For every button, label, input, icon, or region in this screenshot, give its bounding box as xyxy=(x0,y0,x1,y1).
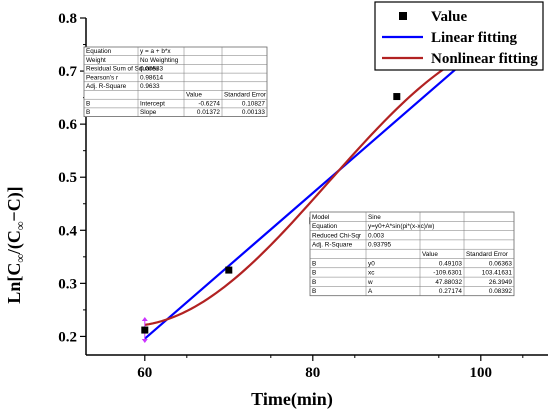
legend-item: Nonlinear fitting xyxy=(382,51,538,67)
table-cell-text: A xyxy=(368,288,373,295)
table-cell-text: -0.6274 xyxy=(198,100,220,107)
table-cell-text: Equation xyxy=(312,223,338,230)
legend: Value Linear fitting Nonlinear fitting xyxy=(374,1,544,71)
data-point xyxy=(141,326,149,334)
table-cell-text: 0.06363 xyxy=(489,260,513,267)
data-point xyxy=(225,266,233,274)
table-cell-text: 0.00533 xyxy=(140,66,164,73)
table-cell-text: Equation xyxy=(86,48,112,55)
legend-label: Nonlinear fitting xyxy=(431,51,538,67)
table-cell-text: Standard Error xyxy=(224,92,267,99)
table-cell-text: Model xyxy=(312,214,329,221)
y-tick-label: 0.8 xyxy=(58,11,77,27)
linear-fit-line xyxy=(144,46,482,340)
legend-marker xyxy=(399,12,407,20)
table-cell-text: Pearson's r xyxy=(86,74,119,81)
table-cell-text: Value xyxy=(186,92,202,99)
table-cell-text: 0.01372 xyxy=(197,109,221,116)
y-axis-title: Ln[C∞/(C∞−C)] xyxy=(4,186,27,303)
table-cell-text: B xyxy=(86,100,90,107)
table-cell-text: 0.9633 xyxy=(140,83,160,90)
table-cell-text: B xyxy=(86,109,90,116)
table-frame xyxy=(309,211,515,297)
legend-label: Linear fitting xyxy=(431,30,517,46)
y-tick-label: 0.4 xyxy=(58,223,77,239)
table-cell-text: 0.27174 xyxy=(439,288,463,295)
table-cell-text: 0.10827 xyxy=(242,100,266,107)
table-cell-text: Intercept xyxy=(140,100,165,107)
table-cell-text: B xyxy=(312,288,316,295)
y-tick-label: 0.6 xyxy=(58,117,77,133)
table-cell-text: -109.6301 xyxy=(433,270,462,277)
x-tick-label: 80 xyxy=(305,365,320,381)
table-cell-text: w xyxy=(367,279,373,286)
x-tick-label: 100 xyxy=(470,365,493,381)
table-cell-text: 103.41631 xyxy=(482,270,513,277)
table-cell-text: Adj. R-Square xyxy=(312,242,353,249)
nonlinear-fit-curve xyxy=(144,47,482,326)
y-tick-label: 0.5 xyxy=(58,170,77,186)
y-tick-label: 0.2 xyxy=(58,329,77,345)
table-cell-text: 47.88032 xyxy=(435,279,462,286)
table-cell-text: y0 xyxy=(368,260,375,267)
table-cell-text: Standard Error xyxy=(466,251,509,258)
table-cell-text: 0.49103 xyxy=(439,260,463,267)
table-cell-text: No Weighting xyxy=(140,57,179,64)
table-cell-text: 0.98614 xyxy=(140,74,164,81)
table-cell-text: B xyxy=(312,270,316,277)
fit-tables: Equation y = a + b*x Weight No Weighting Res… xyxy=(83,46,515,297)
sine-fit-table: Model Sine Equation y=y0+A*sin(pi*(x-xc)/w)… xyxy=(309,211,515,297)
legend-item: Linear fitting xyxy=(382,30,517,46)
table-cell-text: Residual Sum of Squares xyxy=(86,66,158,73)
table-cell-text: 0.93795 xyxy=(368,242,392,249)
y-tick-label: 0.3 xyxy=(58,276,77,292)
table-cell-text: Reduced Chi-Sqr xyxy=(312,232,362,239)
linear-fit-table: Equation y = a + b*x Weight No Weighting Res… xyxy=(83,46,268,117)
error-bar-cap xyxy=(141,317,148,322)
table-cell-text: xc xyxy=(368,270,375,277)
table-cell-text: Value xyxy=(422,251,438,258)
table-cell-text: Weight xyxy=(86,57,106,64)
table-cell-text: 0.00133 xyxy=(242,109,266,116)
x-axis-title: Time(min) xyxy=(251,389,333,410)
table-cell-text: y=y0+A*sin(pi*(x-xc)/w) xyxy=(368,223,434,230)
table-cell-text: 26.3949 xyxy=(489,279,513,286)
table-cell-text: Sine xyxy=(368,214,381,221)
table-cell-text: B xyxy=(312,279,316,286)
legend-item: Value xyxy=(399,9,467,25)
table-cell-text: 0.003 xyxy=(368,232,384,239)
y-tick-label: 0.7 xyxy=(58,64,77,80)
table-cell-text: Slope xyxy=(140,109,157,116)
error-bar-cap xyxy=(141,339,148,344)
data-point xyxy=(393,93,401,101)
x-tick-label: 60 xyxy=(137,365,152,381)
table-cell-text: 0.08392 xyxy=(489,288,513,295)
legend-label: Value xyxy=(431,9,467,25)
table-cell-text: Adj. R-Square xyxy=(86,83,127,90)
table-cell-text: y = a + b*x xyxy=(140,48,171,55)
table-cell-text: B xyxy=(312,260,316,267)
